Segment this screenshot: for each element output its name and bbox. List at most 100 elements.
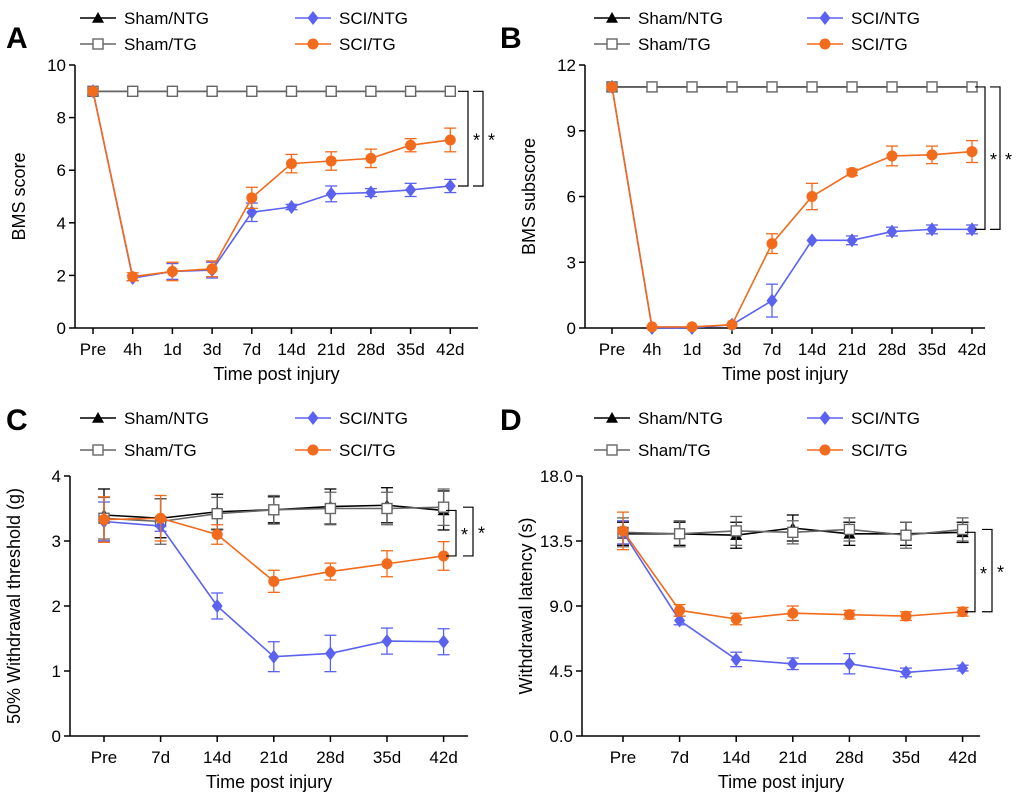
y-tick-label: 18.0 [540,467,573,486]
series-sci-tg [87,85,457,283]
series-sham-tg [98,488,450,545]
significance-bracket [965,531,976,613]
legend-marker [606,412,618,423]
legend-label: Sham/NTG [638,409,723,428]
x-tick-label: Pre [599,340,625,359]
data-point [324,566,336,578]
data-point [438,634,450,649]
y-axis-label: BMS score [9,152,29,240]
data-point [730,525,742,537]
data-point [405,139,417,151]
x-tick-label: Pre [91,748,117,767]
data-point [246,85,258,98]
data-point [268,504,280,516]
legend-label: Sham/TG [124,441,197,460]
significance-bracket [975,86,986,230]
y-axis-label: Withdrawal latency (s) [516,517,536,694]
data-point [126,85,139,98]
y-tick-label: 4 [52,467,61,486]
legend-label: SCI/NTG [851,9,920,28]
significance-bracket [473,90,484,187]
data-point [206,263,218,275]
x-tick-label: 28d [357,340,385,359]
x-axis-label: Time post injury [722,364,848,384]
data-point [444,85,456,98]
y-tick-label: 0 [567,319,576,338]
legend-marker [819,444,831,456]
x-tick-label: 42d [958,340,986,359]
y-tick-label: 0 [57,319,66,338]
data-point [211,529,223,540]
legend-label: Sham/NTG [124,9,209,28]
x-axis-label: Time post injury [718,772,844,792]
data-point [324,646,336,661]
legend-label: SCI/TG [851,35,908,54]
y-tick-label: 2 [57,266,66,285]
x-tick-label: 21d [317,340,345,359]
data-point [686,81,698,93]
x-tick-label: 3d [723,340,742,359]
series-sci-tg [617,511,969,626]
data-point [365,152,377,164]
x-tick-label: 14d [277,340,305,359]
series-sci-ntg [617,520,969,680]
data-point [437,501,450,513]
x-tick-label: 35d [892,748,920,767]
data-point [211,508,223,520]
y-tick-label: 6 [57,161,66,180]
panel-label: A [6,22,28,55]
data-point [127,271,139,283]
significance-bracket [990,86,1001,230]
data-point [606,81,618,93]
x-tick-label: 21d [838,340,866,359]
data-point [900,610,912,622]
x-axis-label: Time post injury [213,364,339,384]
series-sham-tg [87,85,456,98]
x-tick-label: 28d [316,748,344,767]
x-tick-label: 21d [260,748,288,767]
data-point [787,607,799,619]
y-tick-label: 6 [567,188,576,207]
panel-label: C [6,404,28,437]
x-tick-label: 3d [203,340,222,359]
data-point [806,81,818,93]
data-point [325,186,337,201]
y-tick-label: 3 [567,253,576,272]
data-point [381,502,393,515]
chart-panel-a: A 0 2 4 6 8 10 Pre 4h 1d 3d 7d 14d 21d 28d 35d 42d Time p… [6,9,495,384]
x-tick-label: 35d [396,340,424,359]
x-tick-label: 42d [948,748,976,767]
y-tick-label: 4.5 [549,662,573,681]
data-point [211,599,223,613]
legend-label: SCI/TG [339,35,396,54]
chart-panel-d: D 0.0 4.5 9.0 13.5 18.0 Pre 7d 14d 21d 28d 35d 42d Ti… [500,404,1004,792]
data-point [846,166,858,178]
data-point [766,238,778,250]
significance-star: * [488,131,495,151]
data-point [843,523,856,536]
y-tick-label: 13.5 [540,532,573,551]
series-line [92,91,451,279]
x-tick-label: 1d [683,340,702,359]
data-point [957,606,969,618]
data-point [900,665,912,680]
data-point [324,502,337,515]
legend-marker [606,444,618,456]
significance-star: * [997,563,1004,583]
legend-label: Sham/NTG [638,9,723,28]
data-point [285,85,298,98]
series-sham-tg [606,81,978,93]
x-tick-label: 28d [878,340,906,359]
data-point [686,321,698,333]
data-point [444,178,456,193]
y-tick-label: 8 [57,109,66,128]
data-point [886,224,898,239]
data-point [325,155,337,167]
data-point [98,514,110,526]
data-point [956,523,969,536]
x-tick-label: 7d [670,748,689,767]
significance-star: * [461,525,468,545]
legend-label: Sham/TG [124,35,197,54]
legend-label: Sham/NTG [124,409,209,428]
x-tick-label: 7d [151,748,170,767]
